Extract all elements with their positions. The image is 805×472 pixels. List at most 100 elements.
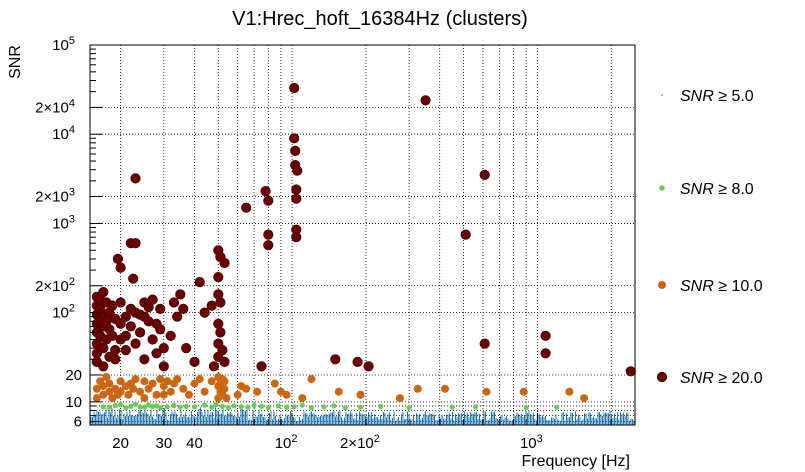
data-point bbox=[112, 402, 118, 409]
data-point bbox=[289, 133, 300, 144]
data-point bbox=[342, 405, 348, 411]
tick-exponent: 2 bbox=[291, 433, 297, 445]
data-point bbox=[263, 195, 274, 206]
data-point bbox=[178, 303, 189, 315]
y-tick-label: 6 bbox=[74, 414, 82, 431]
legend-marker bbox=[656, 371, 668, 383]
data-point bbox=[233, 390, 242, 399]
data-point bbox=[158, 343, 169, 354]
data-point bbox=[116, 387, 125, 396]
data-point bbox=[334, 387, 343, 396]
data-point bbox=[175, 289, 186, 300]
y-tick-label: 2×102 bbox=[35, 276, 75, 295]
data-point bbox=[215, 327, 226, 338]
data-point bbox=[102, 373, 111, 381]
data-point bbox=[540, 348, 551, 359]
data-point bbox=[449, 404, 455, 410]
snr-5-density bbox=[90, 407, 635, 425]
data-point bbox=[290, 145, 301, 156]
legend-label: SNR ≥ 20.0 bbox=[680, 370, 763, 387]
data-point bbox=[92, 394, 101, 403]
data-point bbox=[98, 361, 109, 372]
data-point bbox=[100, 404, 106, 410]
data-point bbox=[163, 377, 172, 386]
data-point bbox=[139, 354, 150, 365]
data-point bbox=[357, 404, 364, 410]
data-point bbox=[195, 375, 204, 384]
data-point bbox=[245, 404, 251, 410]
data-point bbox=[284, 404, 290, 410]
tick-exponent: 3 bbox=[537, 433, 543, 445]
data-point bbox=[219, 356, 230, 368]
data-point bbox=[242, 384, 251, 393]
data-point bbox=[219, 257, 230, 269]
data-point bbox=[130, 338, 141, 349]
data-point bbox=[157, 405, 163, 411]
data-point bbox=[123, 405, 129, 411]
data-point bbox=[168, 297, 180, 308]
data-point bbox=[554, 404, 560, 410]
y-tick-label: 20 bbox=[65, 367, 82, 384]
data-point bbox=[158, 361, 169, 372]
data-point bbox=[330, 354, 341, 365]
data-point bbox=[213, 272, 224, 283]
snr-5-band bbox=[90, 407, 635, 425]
x-tick-label: 20 bbox=[112, 435, 129, 452]
data-point bbox=[99, 382, 108, 391]
data-point bbox=[110, 345, 121, 356]
tick-exponent: 5 bbox=[69, 35, 75, 47]
tick-exponent: 4 bbox=[69, 97, 75, 109]
data-point bbox=[580, 394, 589, 403]
x-tick-label: 102 bbox=[275, 433, 298, 452]
data-point bbox=[540, 330, 551, 341]
legend-label: SNR ≥ 5.0 bbox=[680, 88, 754, 105]
series-3 bbox=[91, 82, 636, 377]
legend-var: SNR bbox=[680, 370, 714, 387]
data-point bbox=[137, 404, 143, 410]
data-point bbox=[98, 343, 109, 354]
data-point bbox=[395, 394, 404, 403]
data-point bbox=[130, 173, 141, 184]
legend-threshold: ≥ 10.0 bbox=[714, 278, 763, 295]
data-point bbox=[181, 343, 192, 354]
y-axis-label: SNR bbox=[7, 45, 24, 79]
data-point bbox=[406, 405, 412, 411]
data-point bbox=[106, 404, 112, 410]
data-point bbox=[189, 356, 200, 368]
data-point bbox=[241, 202, 252, 213]
data-point bbox=[291, 184, 302, 195]
data-point bbox=[194, 277, 205, 288]
data-point bbox=[270, 379, 279, 388]
data-point bbox=[152, 390, 161, 399]
legend-threshold: ≥ 8.0 bbox=[714, 181, 754, 198]
data-point bbox=[128, 273, 139, 284]
data-point bbox=[207, 377, 216, 386]
x-tick-label: 103 bbox=[520, 433, 543, 452]
data-point bbox=[231, 403, 237, 409]
data-point bbox=[219, 403, 225, 409]
tick-exponent: 4 bbox=[69, 124, 75, 136]
x-tick-label: 40 bbox=[186, 435, 203, 452]
data-point bbox=[199, 307, 210, 318]
data-point bbox=[217, 345, 228, 356]
x-axis-label: Frequency [Hz] bbox=[522, 453, 630, 470]
data-point bbox=[298, 394, 307, 403]
series-2 bbox=[92, 373, 589, 403]
data-point bbox=[200, 387, 209, 396]
data-point bbox=[183, 403, 189, 409]
data-point bbox=[363, 361, 374, 372]
data-point bbox=[289, 82, 300, 94]
data-point bbox=[159, 390, 168, 399]
data-point bbox=[135, 327, 146, 338]
data-point bbox=[356, 390, 365, 399]
data-point bbox=[118, 402, 124, 408]
data-point bbox=[141, 404, 147, 410]
data-point bbox=[251, 402, 257, 409]
data-point bbox=[220, 377, 229, 386]
data-point bbox=[215, 297, 226, 308]
data-point bbox=[321, 404, 327, 410]
data-point bbox=[307, 375, 316, 384]
data-point bbox=[132, 401, 139, 407]
legend-marker bbox=[659, 185, 665, 191]
